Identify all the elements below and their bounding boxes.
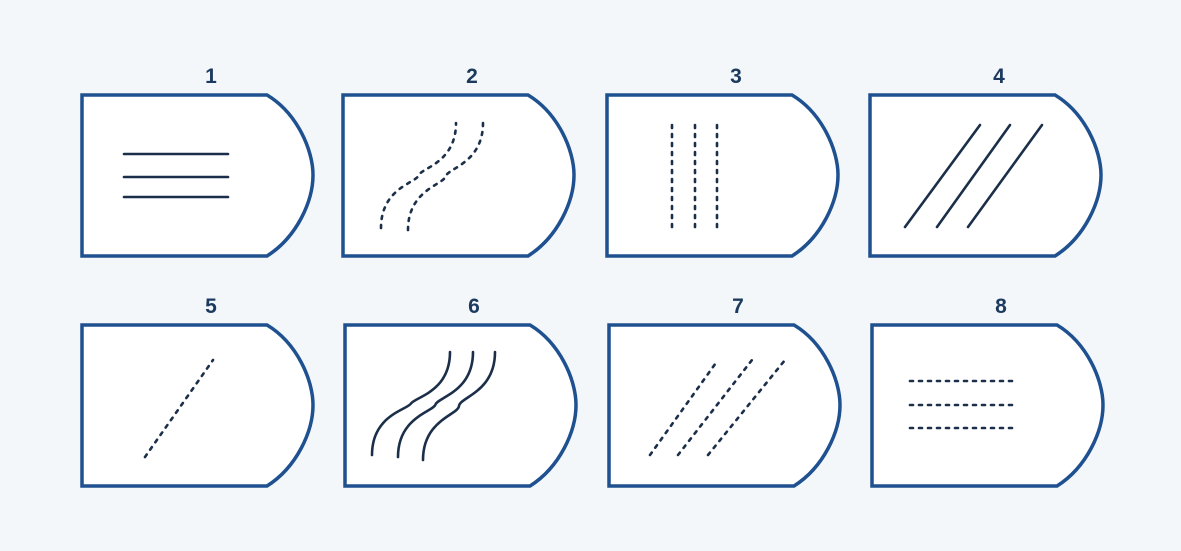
- stroke-pattern: [379, 121, 458, 230]
- panel: 6: [343, 295, 578, 488]
- panel: 1: [80, 65, 315, 258]
- panel-shape: [80, 323, 315, 488]
- panel-label: 6: [468, 295, 480, 318]
- stroke-pattern: [370, 350, 452, 457]
- panel-shape: [607, 323, 842, 488]
- panel: 8: [870, 295, 1105, 488]
- stroke-pattern: [706, 358, 787, 457]
- panel: 2: [341, 65, 576, 258]
- stroke-pattern: [421, 350, 497, 462]
- panel: 4: [868, 65, 1103, 258]
- panel-label: 8: [995, 295, 1007, 318]
- panel-label: 2: [466, 65, 478, 88]
- panel-shape: [80, 93, 315, 258]
- panel-shape: [870, 323, 1105, 488]
- panel: 3: [605, 65, 840, 258]
- stroke-pattern: [648, 358, 720, 457]
- stroke-pattern: [966, 123, 1044, 229]
- stroke-pattern: [143, 358, 215, 459]
- panel-shape: [868, 93, 1103, 258]
- panel-label: 4: [993, 65, 1005, 88]
- panel: 7: [607, 295, 842, 488]
- panel-label: 1: [205, 65, 217, 88]
- panel-shape: [341, 93, 576, 258]
- stroke-pattern: [396, 350, 475, 459]
- panel-label: 3: [730, 65, 742, 88]
- panel-label: 7: [732, 295, 744, 318]
- panel-shape: [343, 323, 578, 488]
- stroke-pattern: [676, 358, 754, 457]
- panel-label: 5: [205, 295, 217, 318]
- stroke-pattern: [903, 123, 982, 229]
- panel-shape: [605, 93, 840, 258]
- stroke-pattern: [935, 123, 1012, 229]
- panel: 5: [80, 295, 315, 488]
- stroke-pattern: [406, 121, 485, 232]
